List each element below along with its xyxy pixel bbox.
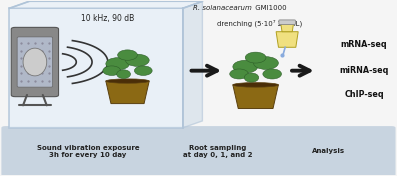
Polygon shape <box>106 81 149 104</box>
Ellipse shape <box>135 66 152 76</box>
Polygon shape <box>183 1 202 128</box>
Text: ChIP-seq: ChIP-seq <box>344 90 384 99</box>
FancyBboxPatch shape <box>279 20 295 24</box>
Ellipse shape <box>103 66 121 76</box>
Ellipse shape <box>244 73 259 82</box>
Text: drenching (5·10⁷ 20 mL): drenching (5·10⁷ 20 mL) <box>217 19 302 27</box>
Ellipse shape <box>230 69 249 79</box>
Ellipse shape <box>118 50 137 60</box>
Text: miRNA-seq: miRNA-seq <box>339 66 389 75</box>
Text: 10 kHz, 90 dB: 10 kHz, 90 dB <box>81 14 135 23</box>
Ellipse shape <box>23 48 47 76</box>
Ellipse shape <box>117 70 131 78</box>
Ellipse shape <box>263 69 281 79</box>
FancyBboxPatch shape <box>11 27 58 97</box>
Polygon shape <box>281 24 293 32</box>
Ellipse shape <box>233 83 278 87</box>
Text: GMI1000: GMI1000 <box>253 5 287 11</box>
Polygon shape <box>233 85 278 109</box>
FancyBboxPatch shape <box>17 37 53 87</box>
FancyBboxPatch shape <box>9 8 183 128</box>
Ellipse shape <box>233 60 258 73</box>
Ellipse shape <box>254 57 278 69</box>
Text: mRNA-seq: mRNA-seq <box>341 40 387 49</box>
Ellipse shape <box>106 79 149 83</box>
Text: R. solanacearum: R. solanacearum <box>193 5 252 11</box>
Text: Root sampling
at day 0, 1, and 2: Root sampling at day 0, 1, and 2 <box>183 145 253 158</box>
FancyBboxPatch shape <box>1 126 395 176</box>
Ellipse shape <box>245 52 266 63</box>
Text: Analysis: Analysis <box>312 148 345 154</box>
Text: Sound vibration exposure
3h for every 10 day: Sound vibration exposure 3h for every 10… <box>37 145 139 158</box>
Polygon shape <box>9 1 202 8</box>
Ellipse shape <box>125 54 149 66</box>
Polygon shape <box>276 32 298 47</box>
Ellipse shape <box>106 58 129 70</box>
